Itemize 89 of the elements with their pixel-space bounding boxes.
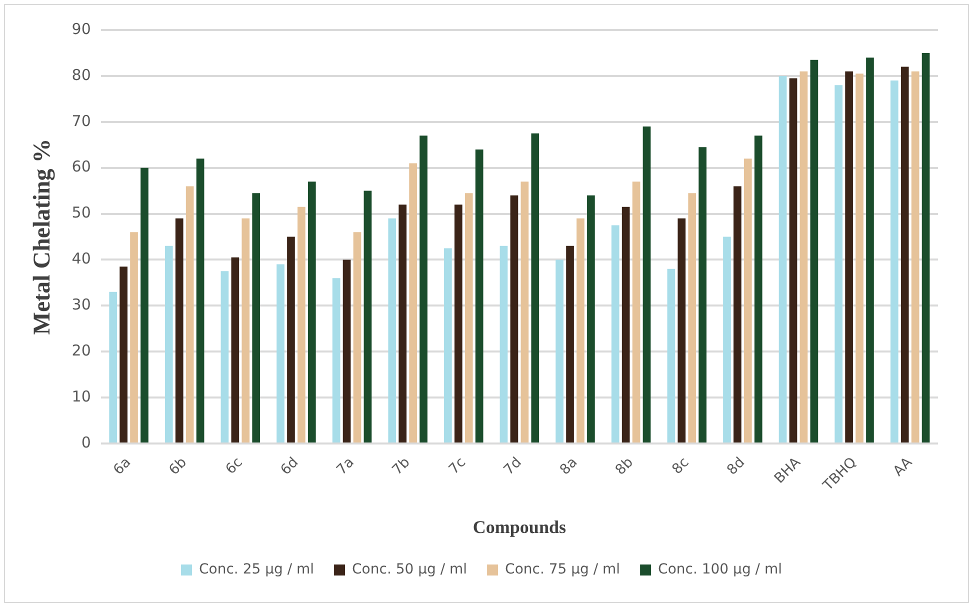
x-tick-label: 8a bbox=[556, 454, 581, 478]
bar bbox=[566, 246, 574, 442]
bar bbox=[810, 60, 818, 442]
y-axis-title: Metal Chelating % bbox=[30, 138, 56, 335]
x-tick-label: 7b bbox=[389, 454, 414, 478]
bar bbox=[140, 168, 148, 442]
bar bbox=[723, 236, 731, 442]
bar bbox=[475, 149, 484, 442]
y-tick-label: 10 bbox=[72, 387, 91, 406]
bar bbox=[464, 193, 473, 442]
bar bbox=[890, 80, 898, 442]
bar bbox=[520, 182, 529, 442]
bar bbox=[364, 190, 372, 442]
bar bbox=[778, 76, 787, 442]
bar bbox=[734, 186, 742, 442]
bar bbox=[834, 85, 843, 442]
bar bbox=[678, 218, 686, 442]
bar bbox=[866, 58, 874, 442]
bar bbox=[398, 204, 407, 442]
bar bbox=[242, 218, 250, 442]
bar bbox=[308, 182, 316, 442]
bar bbox=[332, 278, 340, 442]
y-tick-label: 90 bbox=[72, 20, 91, 38]
bar bbox=[109, 292, 118, 442]
bar bbox=[175, 218, 184, 442]
x-tick-label: 6c bbox=[222, 454, 246, 478]
bar bbox=[667, 268, 676, 442]
legend-label: Conc. 25 µg / ml bbox=[199, 562, 314, 578]
x-tick-label: 7c bbox=[446, 454, 470, 478]
x-tick-label: 6a bbox=[110, 454, 134, 478]
x-tick-label: AA bbox=[890, 454, 916, 480]
bar bbox=[688, 193, 696, 442]
bar bbox=[622, 206, 630, 442]
legend-label: Conc. 100 µg / ml bbox=[658, 562, 782, 578]
bar bbox=[922, 52, 930, 442]
bar bbox=[186, 186, 194, 442]
x-tick-label: 8b bbox=[612, 454, 637, 478]
bar bbox=[298, 206, 306, 442]
bar bbox=[744, 158, 752, 442]
bar bbox=[900, 66, 909, 442]
bar bbox=[531, 133, 540, 442]
bar bbox=[789, 78, 798, 442]
bar bbox=[420, 136, 428, 442]
bar bbox=[454, 204, 462, 442]
bar bbox=[388, 218, 396, 442]
bar bbox=[856, 74, 864, 442]
bar bbox=[409, 163, 417, 442]
bar bbox=[556, 260, 564, 442]
x-tick-label: 6b bbox=[166, 454, 190, 478]
bar bbox=[120, 266, 128, 442]
bar bbox=[130, 232, 138, 442]
x-tick-label: 8d bbox=[724, 454, 748, 478]
bar bbox=[220, 271, 229, 442]
bar bbox=[845, 71, 853, 442]
y-tick-label: 80 bbox=[72, 66, 91, 84]
bar bbox=[800, 71, 808, 442]
bar bbox=[196, 158, 204, 442]
x-tick-label: 6d bbox=[278, 454, 302, 478]
bar bbox=[642, 126, 651, 442]
bar bbox=[287, 236, 295, 442]
y-tick-label: 70 bbox=[72, 112, 91, 130]
bar bbox=[500, 246, 508, 442]
x-tick-label: 7a bbox=[334, 454, 358, 478]
x-tick-label: 8c bbox=[669, 454, 692, 478]
bar bbox=[252, 193, 260, 442]
bar bbox=[444, 248, 452, 442]
bar bbox=[353, 232, 362, 442]
y-tick-label: 40 bbox=[72, 250, 91, 268]
bar bbox=[632, 182, 640, 442]
y-tick-label: 0 bbox=[81, 433, 91, 452]
y-tick-label: 50 bbox=[72, 204, 91, 222]
bar bbox=[576, 218, 584, 442]
y-tick-label: 20 bbox=[72, 341, 91, 360]
bar bbox=[611, 225, 620, 442]
bar bbox=[587, 195, 595, 442]
bar bbox=[276, 264, 284, 442]
legend-label: Conc. 75 µg / ml bbox=[505, 562, 620, 578]
y-tick-label: 30 bbox=[72, 296, 91, 314]
bar bbox=[231, 257, 240, 442]
bar bbox=[911, 71, 920, 442]
bar bbox=[754, 136, 762, 442]
x-axis-title: Compounds bbox=[472, 516, 566, 537]
x-tick-label: 7d bbox=[500, 454, 525, 478]
bar bbox=[510, 195, 518, 442]
y-tick-label: 60 bbox=[72, 158, 91, 176]
bar bbox=[342, 260, 351, 442]
legend-label: Conc. 50 µg / ml bbox=[352, 562, 468, 578]
bar bbox=[698, 147, 706, 442]
bar bbox=[164, 246, 173, 442]
